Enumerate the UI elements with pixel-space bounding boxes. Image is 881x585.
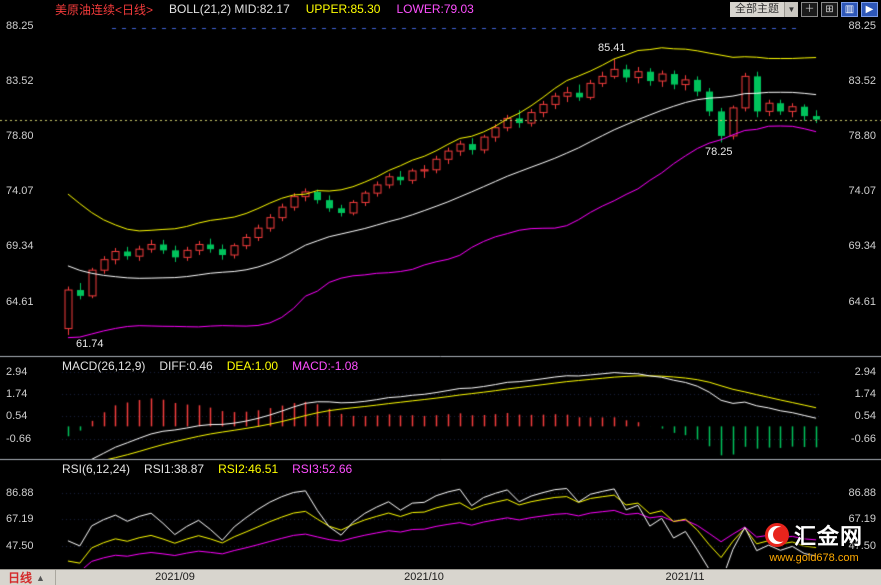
rsi-panel-labels: RSI(6,12,24) RSI1:38.87 RSI2:46.51 RSI3:… — [62, 462, 352, 476]
rsi-title: RSI(6,12,24) — [62, 462, 131, 476]
zoom-in-icon[interactable]: ＋ — [801, 1, 818, 17]
brand-logo-icon — [764, 523, 789, 547]
period-tab-label: 日线 — [8, 571, 33, 585]
macd-diff-value: DIFF:0.46 — [159, 359, 213, 373]
theme-dropdown-label: 全部主题 — [735, 2, 779, 15]
watermark-url: www.gold678.com — [769, 552, 859, 564]
macd-title: MACD(26,12,9) — [62, 359, 146, 373]
rsi3-value: RSI3:52.66 — [292, 462, 353, 476]
boll-upper-label: UPPER:85.30 — [305, 2, 381, 16]
triangle-up-icon: ▲ — [36, 572, 45, 583]
watermark-brand: 汇金网 — [793, 524, 863, 549]
bottom-bar: 日线 ▲ 2021/09 2021/10 2021/11 — [0, 569, 881, 585]
macd-dea-value: DEA:1.00 — [226, 359, 279, 373]
boll-mid-label: BOLL(21,2) MID:82.17 — [169, 2, 290, 16]
chevron-down-icon[interactable]: ▼ — [784, 1, 798, 17]
grid-icon[interactable]: ⊞ — [821, 1, 838, 17]
macd-panel-labels: MACD(26,12,9) DIFF:0.46 DEA:1.00 MACD:-1… — [62, 359, 358, 373]
play-icon[interactable]: ▶ — [861, 1, 878, 17]
boll-lower-label: LOWER:79.03 — [396, 2, 474, 16]
tab-daily[interactable]: 日线 ▲ — [0, 570, 56, 585]
rsi2-value: RSI2:46.51 — [218, 462, 279, 476]
layout-icon[interactable]: ▥ — [841, 1, 858, 17]
macd-macd-value: MACD:-1.08 — [292, 359, 359, 373]
watermark: 汇金网 www.gold678.com — [748, 519, 880, 564]
x-axis-label: 2021/09 — [155, 571, 195, 583]
x-axis-label: 2021/10 — [404, 571, 444, 583]
header-toolbar: 全部主题 ▼ ＋ ⊞ ▥ ▶ — [730, 1, 881, 17]
theme-dropdown[interactable]: 全部主题 ▼ — [730, 1, 798, 17]
rsi1-value: RSI1:38.87 — [144, 462, 205, 476]
symbol-title: 美原油连续<日线> — [55, 2, 154, 17]
x-axis-label: 2021/11 — [665, 571, 705, 583]
chart-header: 美原油连续<日线> BOLL(21,2) MID:82.17 UPPER:85.… — [0, 0, 881, 18]
toolbar-buttons: ＋ ⊞ ▥ ▶ — [801, 1, 878, 17]
